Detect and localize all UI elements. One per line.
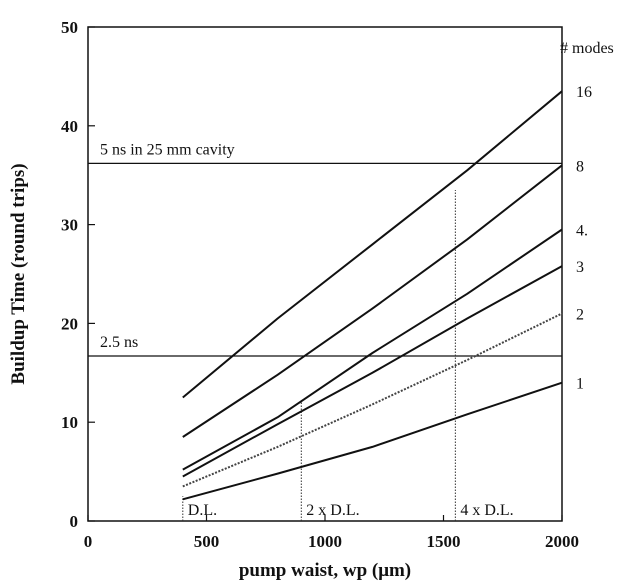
series-label: 8 (576, 158, 584, 175)
series-line-3 (182, 228, 563, 471)
x-tick-label: 1500 (427, 532, 461, 551)
series-line-1 (182, 90, 563, 399)
x-tick-label: 2000 (545, 532, 579, 551)
x-axis-label: pump waist, wp (μm) (239, 560, 411, 581)
series-line-4 (182, 265, 563, 478)
series-label: 1 (576, 376, 584, 393)
y-tick-label: 40 (61, 117, 78, 136)
y-tick-label: 20 (61, 314, 78, 333)
y-axis-label: Buildup Time (round trips) (8, 163, 29, 384)
series-label: 3 (576, 259, 584, 276)
legend-title: # modes (560, 40, 614, 57)
y-tick-label: 50 (61, 18, 78, 37)
plot-frame (87, 26, 563, 522)
series-line-2 (182, 164, 563, 438)
series-label: 4. (576, 223, 588, 240)
series-label: 2 (576, 307, 584, 324)
y-tick-label: 10 (61, 413, 78, 432)
series-line-5 (182, 312, 563, 488)
y-tick-label: 30 (61, 216, 78, 235)
x-tick-label: 0 (84, 532, 93, 551)
limit-vline-label: D.L. (188, 502, 217, 519)
y-tick-label: 0 (70, 512, 79, 531)
limit-vline-label: 2 x D.L. (306, 502, 359, 519)
reference-hline-label: 2.5 ns (100, 334, 138, 351)
x-tick-label: 1000 (308, 532, 342, 551)
limit-vline-label: 4 x D.L. (460, 502, 513, 519)
x-tick-label: 500 (194, 532, 220, 551)
reference-hline-label: 5 ns in 25 mm cavity (100, 141, 235, 158)
series-label: 16 (576, 84, 592, 101)
series-line-6 (182, 381, 563, 501)
